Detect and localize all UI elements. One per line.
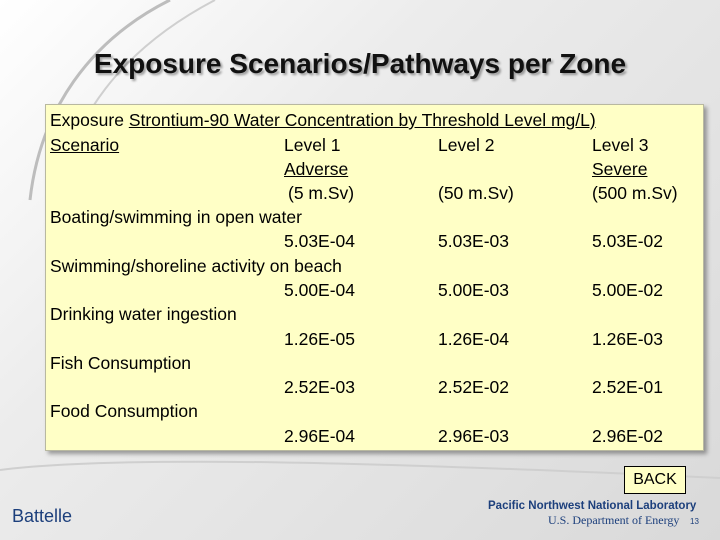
- level-3-severity: Severe: [592, 159, 648, 179]
- table-cell: 2.52E-03: [284, 377, 356, 397]
- slide-title: Exposure Scenarios/Pathways per Zone: [93, 48, 627, 79]
- level-1-severity: Adverse: [284, 159, 349, 179]
- table-cell: 1.26E-05: [284, 329, 356, 349]
- table-cell: 5.03E-02: [592, 231, 664, 251]
- scenario-label: Fish Consumption: [50, 353, 192, 373]
- page-number: 13: [690, 517, 699, 526]
- scenario-label: Swimming/shoreline activity on beach: [50, 256, 342, 276]
- table-cell: 2.96E-04: [284, 426, 356, 446]
- table-cell: 2.96E-03: [438, 426, 510, 446]
- back-button[interactable]: BACK: [624, 466, 686, 494]
- table-cell: 5.00E-02: [592, 280, 664, 300]
- exposure-table: Exposure Strontium-90 Water Concentratio…: [45, 104, 704, 451]
- header-title-line: Exposure Strontium-90 Water Concentratio…: [50, 110, 596, 130]
- level-2-name: Level 2: [438, 135, 495, 155]
- header-exposure-label: Exposure: [50, 110, 124, 130]
- level-2-dose: (50 m.Sv): [438, 183, 514, 203]
- table-cell: 2.96E-02: [592, 426, 664, 446]
- table-cell: 5.00E-04: [284, 280, 356, 300]
- lab-name: Pacific Northwest National Laboratory: [488, 500, 697, 512]
- level-3-name: Level 3: [592, 135, 649, 155]
- scenario-label: Drinking water ingestion: [50, 304, 237, 324]
- table-cell: 5.03E-03: [438, 231, 510, 251]
- table-cell: 5.00E-03: [438, 280, 510, 300]
- department-name: U.S. Department of Energy: [548, 513, 680, 527]
- table-cell: 1.26E-03: [592, 329, 664, 349]
- table-cell: 2.52E-02: [438, 377, 510, 397]
- battelle-logo: Battelle: [12, 506, 73, 526]
- level-1-dose: (5 m.Sv): [288, 183, 355, 203]
- header-concentration-title: Strontium-90 Water Concentration by Thre…: [128, 110, 596, 130]
- scenario-label: Boating/swimming in open water: [50, 207, 302, 227]
- level-3-dose: (500 m.Sv): [592, 183, 678, 203]
- level-1-name: Level 1: [284, 135, 341, 155]
- table-cell: 1.26E-04: [438, 329, 510, 349]
- scenario-label: Food Consumption: [50, 401, 198, 421]
- table-cell: 5.03E-04: [284, 231, 356, 251]
- header-scenario-label: Scenario: [50, 135, 120, 155]
- table-cell: 2.52E-01: [592, 377, 664, 397]
